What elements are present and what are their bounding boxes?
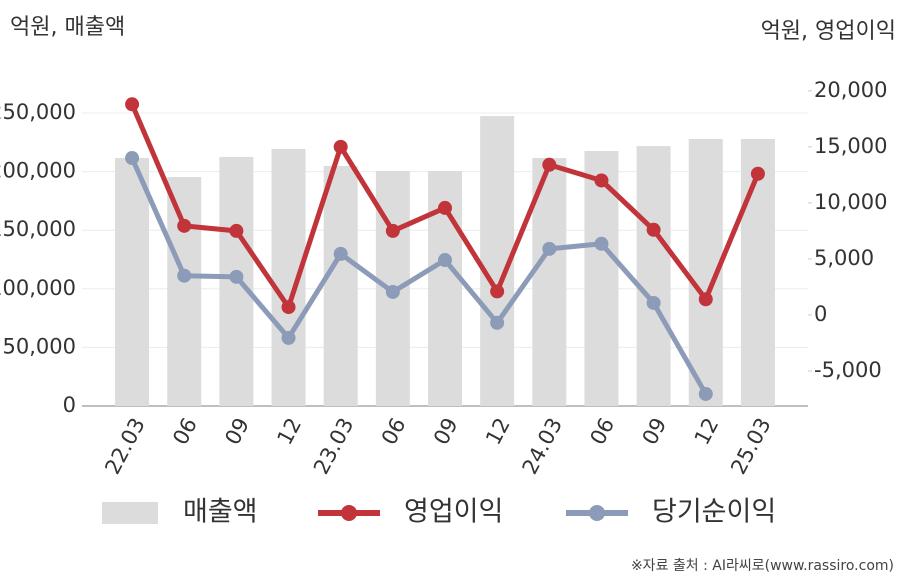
marker (594, 173, 609, 188)
marker (490, 315, 505, 330)
marker (490, 284, 505, 299)
marker (542, 157, 557, 172)
x-tick-label: 12 (273, 414, 307, 449)
y-tick-label: 50,000 (3, 334, 76, 358)
marker (177, 268, 192, 283)
marker (125, 151, 140, 166)
marker (438, 200, 452, 215)
marker (646, 295, 661, 310)
marker (281, 330, 296, 345)
x-tick-label: 23.03 (309, 414, 358, 478)
y2-tick-label: 20,000 (814, 78, 887, 102)
marker (438, 253, 452, 268)
x-tick-label: 12 (690, 414, 724, 449)
legend-swatch (102, 502, 158, 524)
marker (385, 223, 400, 238)
marker (750, 166, 765, 181)
marker (333, 246, 348, 261)
y2-tick-label: 5,000 (814, 246, 874, 270)
x-tick-label: 09 (638, 414, 672, 449)
marker (385, 284, 400, 299)
y2-axis-title: 억원, 영업이익 (761, 19, 896, 44)
y-tick-label: 100,000 (0, 276, 76, 300)
y-tick-label: 250,000 (0, 100, 76, 124)
y-axis-title: 억원, 매출액 (10, 15, 125, 40)
x-tick-label: 24.03 (518, 414, 567, 478)
marker (646, 222, 661, 237)
marker (229, 269, 244, 284)
y2-tick-label: 15,000 (814, 134, 887, 158)
x-tick-label: 06 (168, 414, 202, 449)
legend-marker (589, 505, 605, 521)
x-tick-label: 25.03 (726, 414, 775, 478)
source-note: ※자료 출처 : AI라씨로(www.rassiro.com) (631, 558, 894, 574)
x-tick-label: 22.03 (100, 414, 149, 478)
marker (698, 386, 713, 401)
x-tick-label: 09 (429, 414, 463, 449)
y2-tick-label: 0 (814, 302, 827, 326)
marker (333, 139, 348, 154)
marker (698, 292, 713, 307)
marker (542, 241, 557, 256)
bar (532, 158, 567, 406)
bar (115, 158, 150, 406)
y-tick-label: 0 (63, 393, 76, 417)
legend-marker (341, 505, 357, 521)
marker (594, 236, 609, 251)
x-tick-label: 09 (220, 414, 254, 449)
bar (167, 176, 202, 406)
line (129, 157, 708, 396)
y2-tick-label: -5,000 (814, 358, 882, 382)
x-tick-label: 06 (585, 414, 619, 449)
y-tick-label: 200,000 (0, 159, 76, 183)
legend-label: 매출액 (183, 497, 258, 528)
marker (229, 223, 244, 238)
y2-tick-label: 10,000 (814, 190, 887, 214)
marker (281, 300, 296, 315)
marker (177, 218, 192, 233)
bar (740, 139, 775, 406)
y-tick-label: 150,000 (0, 217, 76, 241)
bar (323, 165, 358, 406)
legend-label: 당기순이익 (652, 497, 776, 528)
legend-label: 영업이익 (404, 497, 503, 528)
bar (636, 146, 671, 406)
x-tick-label: 12 (481, 414, 515, 449)
x-tick-label: 06 (377, 414, 411, 449)
marker (125, 97, 140, 112)
